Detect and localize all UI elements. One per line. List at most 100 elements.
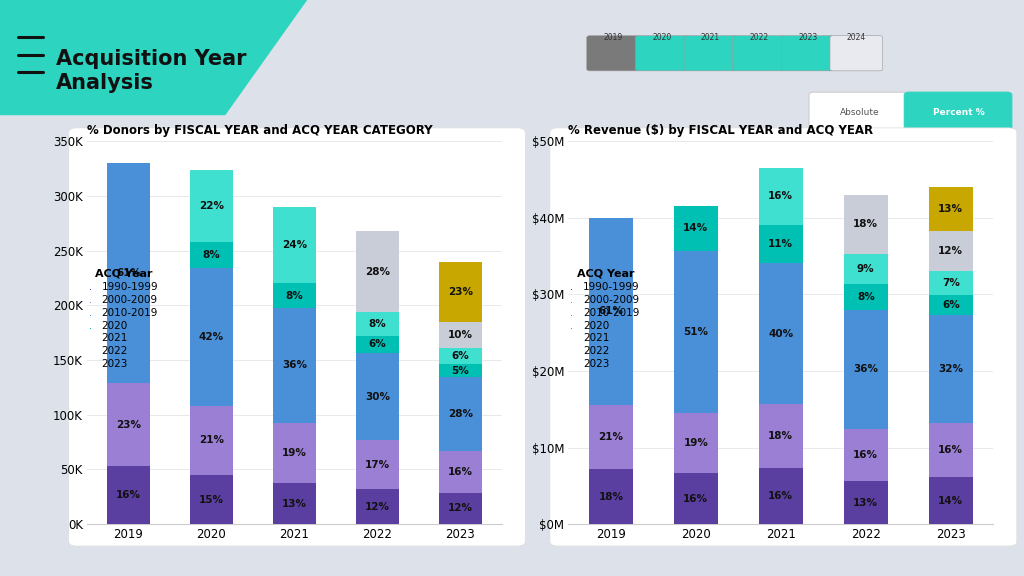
Bar bbox=[272, 483, 316, 524]
Bar bbox=[929, 271, 973, 295]
FancyBboxPatch shape bbox=[781, 36, 834, 71]
Text: 18%: 18% bbox=[768, 431, 794, 441]
Text: 13%: 13% bbox=[938, 204, 964, 214]
Text: 24%: 24% bbox=[282, 240, 307, 250]
Text: 18%: 18% bbox=[853, 219, 879, 229]
Bar bbox=[589, 469, 633, 524]
Bar bbox=[355, 440, 399, 490]
Text: 51%: 51% bbox=[683, 327, 709, 337]
Bar bbox=[844, 429, 888, 482]
Bar bbox=[189, 169, 233, 242]
Text: 19%: 19% bbox=[683, 438, 709, 448]
Bar bbox=[438, 364, 482, 377]
Text: 16%: 16% bbox=[768, 191, 794, 202]
Bar bbox=[929, 423, 973, 477]
Text: 16%: 16% bbox=[853, 450, 879, 460]
Text: 2020: 2020 bbox=[652, 33, 672, 41]
Bar bbox=[674, 206, 718, 251]
Bar bbox=[189, 475, 233, 524]
Text: 13%: 13% bbox=[282, 499, 307, 509]
Text: 21%: 21% bbox=[598, 432, 624, 442]
Text: 16%: 16% bbox=[116, 490, 141, 501]
Legend: 1990-1999, 2000-2009, 2010-2019, 2020, 2021, 2022, 2023: 1990-1999, 2000-2009, 2010-2019, 2020, 2… bbox=[90, 269, 159, 369]
Bar bbox=[844, 254, 888, 284]
Bar bbox=[929, 187, 973, 231]
FancyBboxPatch shape bbox=[732, 36, 785, 71]
Bar bbox=[759, 225, 803, 263]
Text: 13%: 13% bbox=[853, 498, 879, 508]
Polygon shape bbox=[0, 0, 307, 115]
Text: 42%: 42% bbox=[199, 332, 224, 342]
Text: 2022: 2022 bbox=[750, 33, 769, 41]
Text: 28%: 28% bbox=[365, 267, 390, 277]
Text: 11%: 11% bbox=[768, 239, 794, 249]
Text: 8%: 8% bbox=[369, 319, 386, 329]
Text: 6%: 6% bbox=[369, 339, 386, 350]
Bar bbox=[189, 242, 233, 268]
Text: 23%: 23% bbox=[116, 420, 141, 430]
Legend: 1990-1999, 2000-2009, 2010-2019, 2020, 2021, 2022, 2023: 1990-1999, 2000-2009, 2010-2019, 2020, 2… bbox=[571, 269, 639, 369]
Bar bbox=[106, 383, 151, 467]
Bar bbox=[929, 295, 973, 315]
Text: 30%: 30% bbox=[365, 392, 390, 401]
Bar bbox=[674, 251, 718, 413]
Text: 36%: 36% bbox=[282, 361, 307, 370]
Bar bbox=[438, 450, 482, 492]
Bar bbox=[106, 163, 151, 383]
Text: 12%: 12% bbox=[447, 503, 473, 513]
Bar bbox=[355, 312, 399, 336]
Text: 12%: 12% bbox=[365, 502, 390, 511]
Text: Absolute: Absolute bbox=[840, 108, 880, 117]
Text: 5%: 5% bbox=[452, 366, 469, 376]
Text: 6%: 6% bbox=[452, 351, 469, 361]
Text: 15%: 15% bbox=[199, 495, 224, 505]
Text: 18%: 18% bbox=[598, 491, 624, 502]
Text: 8%: 8% bbox=[286, 291, 303, 301]
Text: 16%: 16% bbox=[768, 491, 794, 501]
Bar bbox=[589, 218, 633, 405]
Text: 6%: 6% bbox=[942, 300, 959, 310]
FancyBboxPatch shape bbox=[635, 36, 688, 71]
Bar bbox=[844, 482, 888, 524]
Text: 21%: 21% bbox=[199, 435, 224, 445]
Text: 2019: 2019 bbox=[603, 33, 623, 41]
Bar bbox=[189, 406, 233, 475]
Text: % Donors by FISCAL YEAR and ACQ YEAR CATEGORY: % Donors by FISCAL YEAR and ACQ YEAR CAT… bbox=[87, 124, 433, 137]
Bar bbox=[355, 336, 399, 353]
Text: 2023: 2023 bbox=[798, 33, 817, 41]
Bar bbox=[844, 195, 888, 254]
Text: Acquisition Year
Analysis: Acquisition Year Analysis bbox=[56, 49, 247, 93]
FancyBboxPatch shape bbox=[684, 36, 736, 71]
Text: 61%: 61% bbox=[598, 306, 624, 316]
Bar bbox=[674, 413, 718, 473]
Text: 7%: 7% bbox=[942, 278, 959, 288]
Bar bbox=[844, 310, 888, 429]
Text: 10%: 10% bbox=[447, 330, 473, 340]
Text: 61%: 61% bbox=[116, 268, 141, 278]
Text: 32%: 32% bbox=[938, 364, 964, 374]
Text: 23%: 23% bbox=[447, 287, 473, 297]
Text: 17%: 17% bbox=[365, 460, 390, 469]
Bar bbox=[759, 168, 803, 225]
Bar bbox=[272, 308, 316, 423]
Text: 16%: 16% bbox=[683, 494, 709, 504]
Bar bbox=[355, 231, 399, 312]
Text: 16%: 16% bbox=[447, 467, 473, 476]
Text: 40%: 40% bbox=[768, 329, 794, 339]
Bar bbox=[674, 473, 718, 524]
Bar bbox=[438, 262, 482, 322]
Bar bbox=[589, 405, 633, 469]
Bar bbox=[438, 348, 482, 364]
Text: 14%: 14% bbox=[938, 495, 964, 506]
Bar bbox=[759, 468, 803, 524]
FancyBboxPatch shape bbox=[904, 92, 1012, 132]
Bar bbox=[929, 315, 973, 423]
Bar bbox=[929, 477, 973, 524]
Text: 12%: 12% bbox=[938, 246, 964, 256]
Bar bbox=[189, 268, 233, 406]
Text: 2024: 2024 bbox=[847, 33, 866, 41]
Text: 8%: 8% bbox=[203, 250, 220, 260]
Bar bbox=[272, 423, 316, 483]
FancyBboxPatch shape bbox=[829, 36, 883, 71]
Bar bbox=[438, 492, 482, 524]
